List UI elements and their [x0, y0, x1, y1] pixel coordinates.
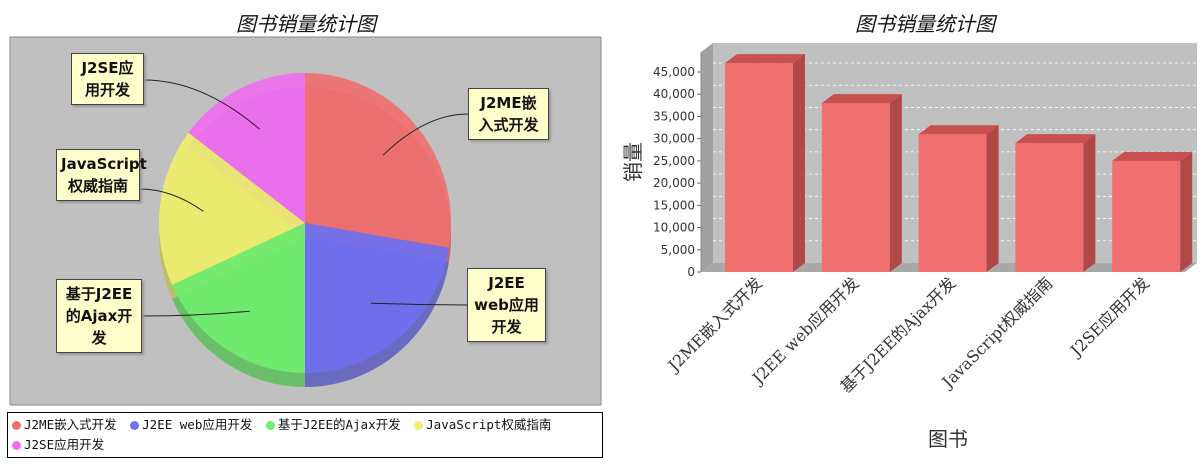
legend-swatch-icon — [12, 421, 21, 430]
y-tick-label: 30,000 — [653, 132, 695, 146]
legend-item: J2SE应用开发 — [12, 435, 104, 455]
bar-top — [1015, 134, 1096, 144]
bar-side — [986, 125, 999, 272]
bar — [821, 103, 890, 272]
callout-line — [139, 188, 204, 212]
x-tick-label: J2SE应用开发 — [1065, 273, 1153, 361]
bar-chart-title: 图书销量统计图 — [855, 12, 995, 36]
bar — [1112, 160, 1181, 272]
pie-chart-title: 图书销量统计图 — [236, 12, 376, 36]
legend-item: 基于J2EE的Ajax开发 — [265, 415, 401, 435]
callout-line — [370, 302, 468, 306]
pie-label-j2me: J2ME嵌入式开发 — [468, 88, 549, 140]
legend-item: JavaScript权威指南 — [414, 415, 551, 435]
bar-side — [889, 94, 902, 272]
legend-swatch-icon — [265, 421, 275, 430]
pie-slice — [158, 132, 305, 285]
pie-label-j2se: J2SE应用开发 — [71, 53, 144, 105]
pie-slice — [171, 223, 305, 373]
x-tick-label: J2EE web应用开发 — [747, 273, 863, 389]
legend-swatch-icon — [130, 421, 140, 430]
bar-top — [821, 94, 902, 104]
bar — [918, 134, 987, 272]
y-tick-label: 25,000 — [653, 154, 695, 168]
bar-top — [725, 54, 805, 64]
pie-legend: J2ME嵌入式开发 J2EE web应用开发 基于J2EE的Ajax开发 Jav… — [7, 412, 603, 458]
legend-swatch-icon — [12, 441, 21, 450]
pie-slice — [305, 223, 449, 373]
callout-line — [382, 113, 469, 156]
pie-label-javascript: JavaScript权威指南 — [56, 149, 147, 201]
y-tick-label: 45,000 — [653, 65, 695, 79]
legend-item: J2EE web应用开发 — [130, 415, 252, 435]
pie-slice — [305, 73, 452, 248]
y-tick-label: 20,000 — [653, 176, 695, 190]
x-axis-title: 图书 — [928, 427, 968, 451]
bar — [1015, 143, 1084, 272]
y-axis-title: 销量 — [621, 142, 645, 182]
y-tick-label: 10,000 — [653, 221, 695, 235]
pie-slice — [188, 73, 305, 223]
bar-side — [1180, 151, 1193, 272]
pie-label-j2ee: J2EE web应用开发 — [467, 268, 546, 342]
bar — [725, 63, 793, 272]
x-tick-label: J2ME嵌入式开发 — [663, 273, 766, 376]
y-tick-label: 40,000 — [653, 87, 695, 101]
bar-side — [1083, 134, 1096, 272]
legend-item: J2ME嵌入式开发 — [12, 415, 117, 435]
y-tick-label: 15,000 — [653, 198, 695, 212]
bar-top — [918, 125, 999, 135]
legend-swatch-icon — [414, 421, 424, 430]
y-tick-label: 0 — [687, 265, 695, 279]
y-tick-label: 5,000 — [661, 243, 695, 257]
plot-side-wall — [701, 43, 713, 272]
callout-line — [143, 79, 260, 130]
bar-side — [793, 54, 805, 272]
y-tick-label: 35,000 — [653, 109, 695, 123]
bar-top — [1112, 151, 1193, 161]
callout-line — [142, 310, 250, 317]
pie-label-ajax: 基于J2EE的Ajax开发 — [56, 279, 142, 353]
